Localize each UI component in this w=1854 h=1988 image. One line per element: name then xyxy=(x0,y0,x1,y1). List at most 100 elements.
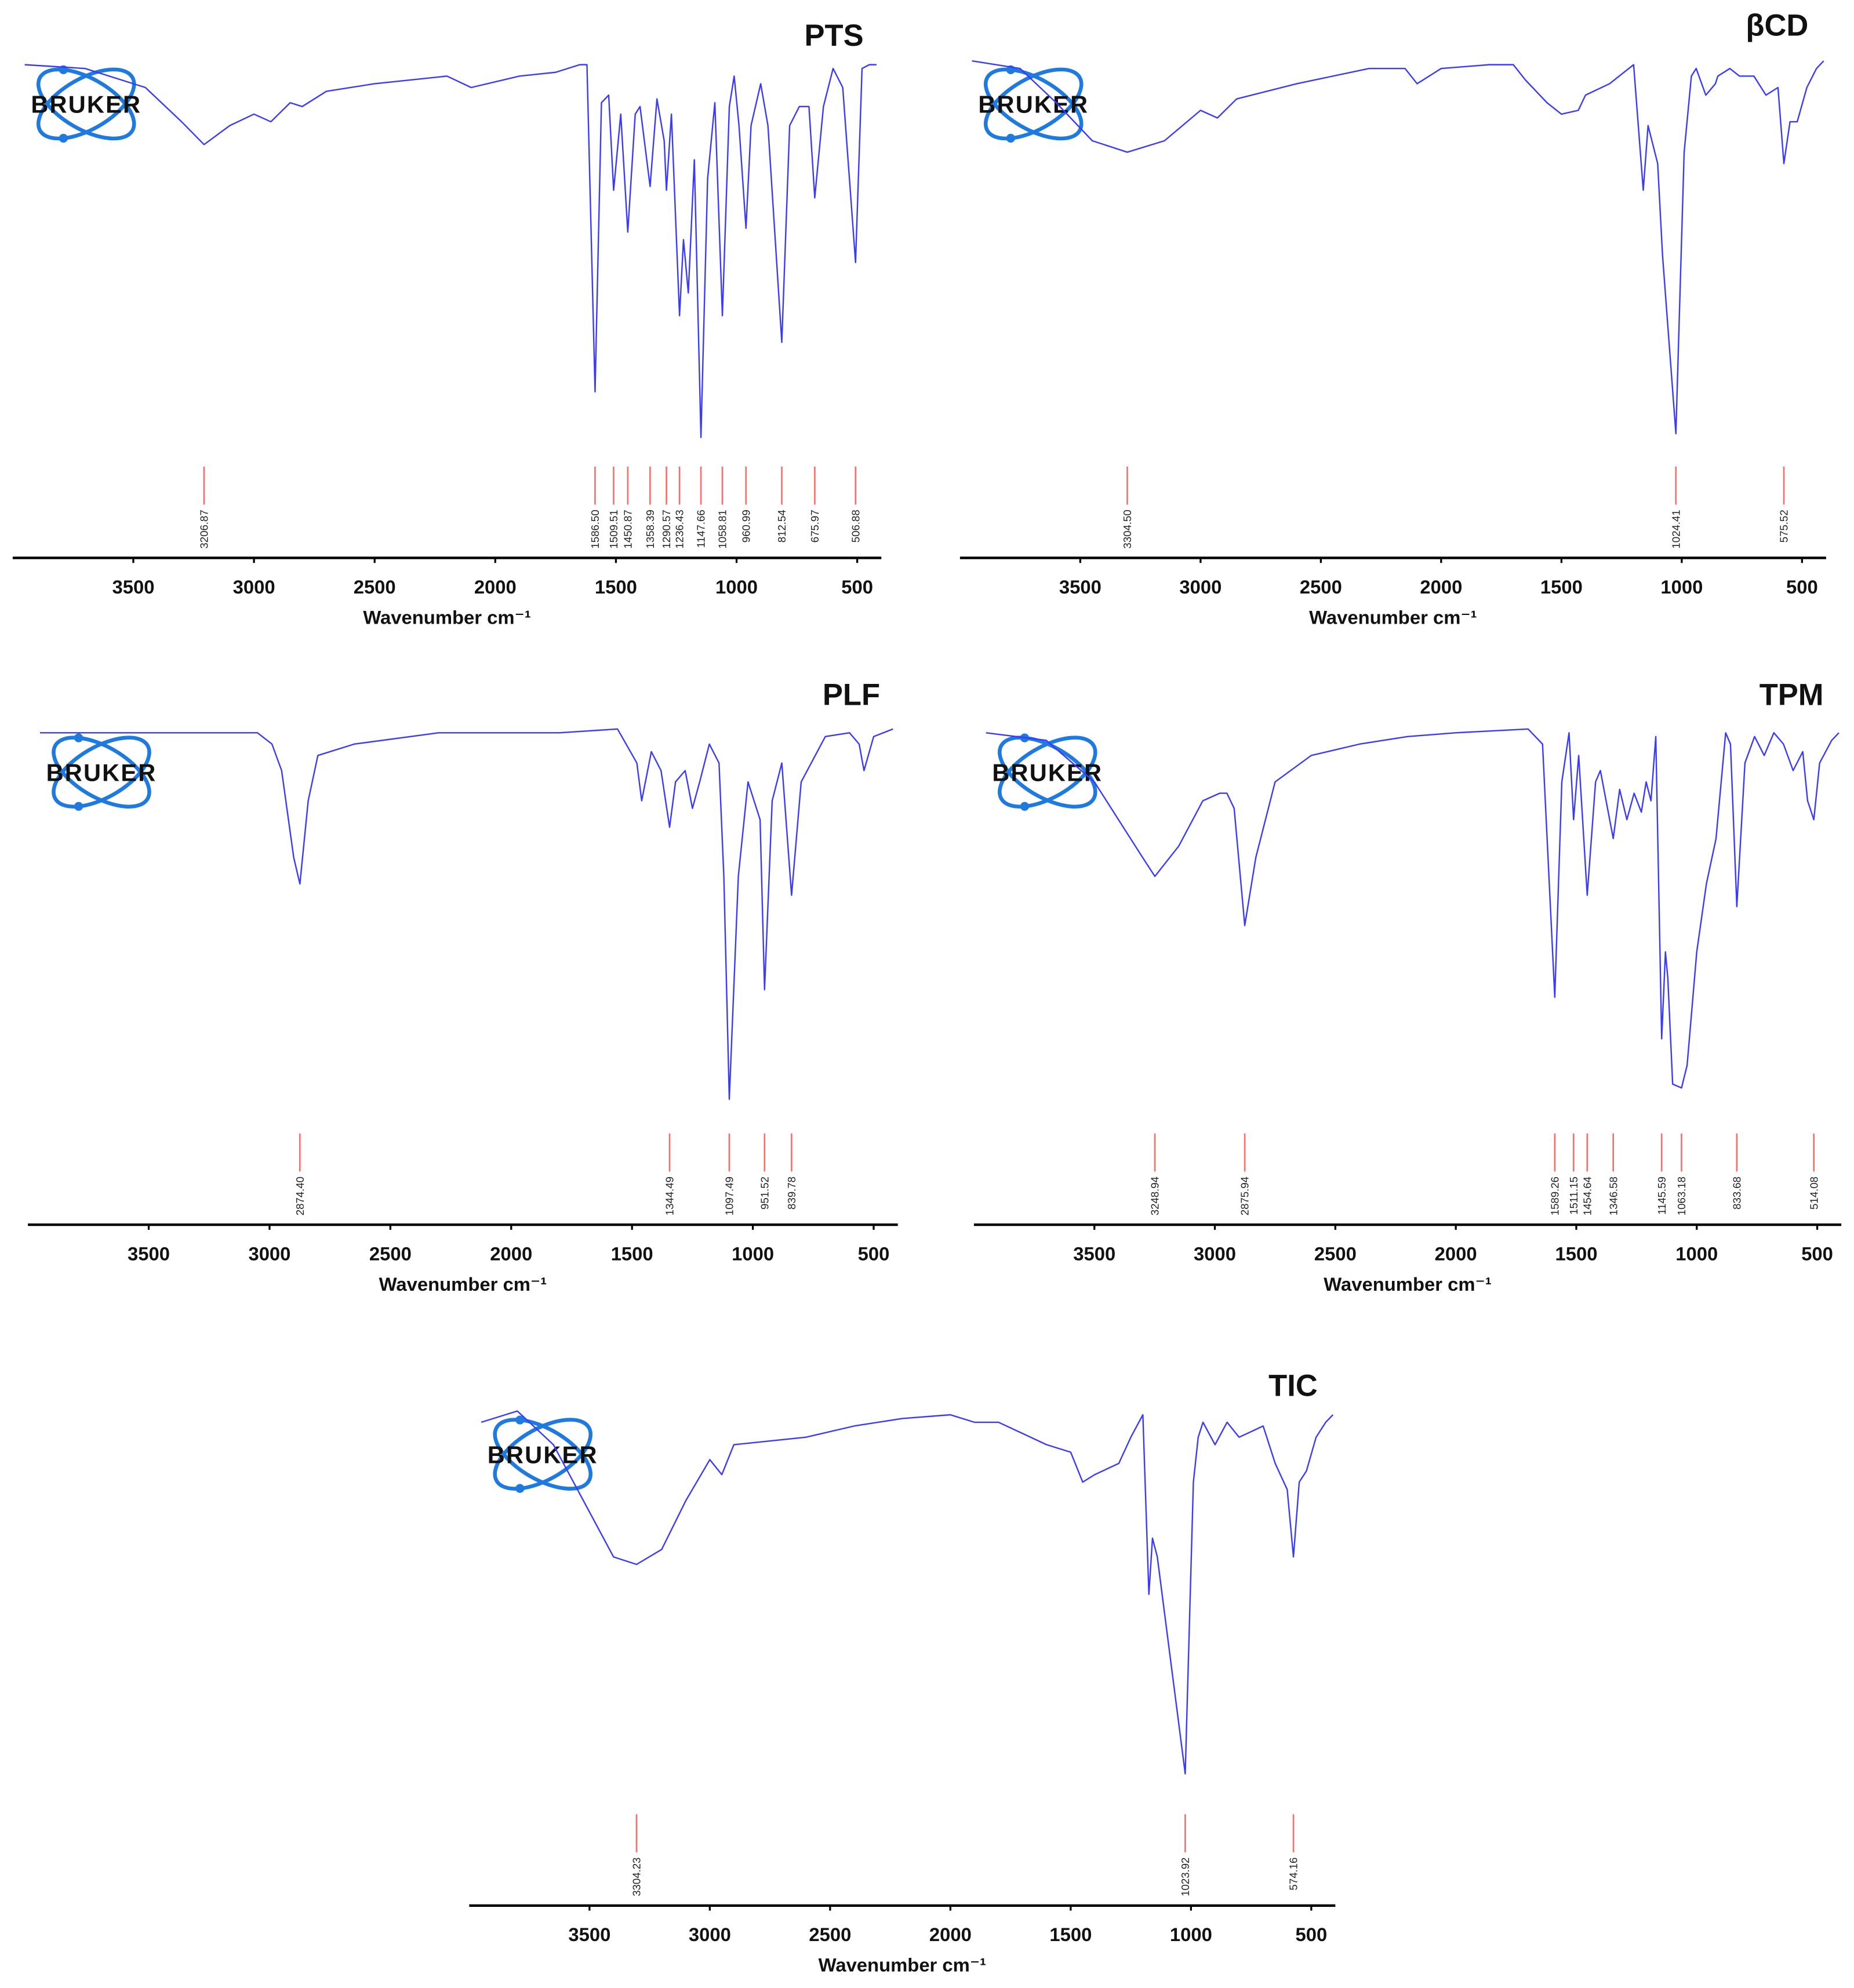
x-axis-label: Wavenumber cm⁻¹ xyxy=(819,1954,986,1975)
chart-title: PLF xyxy=(823,678,880,712)
spectrum-line xyxy=(481,1410,1334,1775)
peak-label: 575.52 xyxy=(1778,509,1790,542)
x-tick-label: 2000 xyxy=(474,576,517,598)
logo-ring xyxy=(52,736,151,809)
logo-ring xyxy=(36,67,136,141)
spectrum-panel: BRUKER TPM 3248.94 2875.94 1589.26 1511.15 145… xyxy=(973,678,1842,1295)
x-tick-label: 2500 xyxy=(369,1243,412,1264)
logo-dot xyxy=(1020,802,1030,811)
x-tick-label: 1000 xyxy=(715,576,758,598)
peak-label: 1236.43 xyxy=(674,509,686,548)
x-tick-label: 500 xyxy=(1801,1243,1833,1264)
logo-dot xyxy=(1006,133,1016,143)
x-tick-label: 500 xyxy=(858,1243,890,1264)
logo-dot xyxy=(74,733,83,742)
x-tick-label: 1500 xyxy=(1555,1243,1597,1264)
x-tick-label: 2500 xyxy=(354,576,396,598)
peak-label: 675.97 xyxy=(809,509,821,542)
x-tick-label: 2000 xyxy=(490,1243,532,1264)
x-axis-label: Wavenumber cm⁻¹ xyxy=(379,1273,547,1295)
spectrum-panel: BRUKER PTS 3206.87 1586.50 1509.51 1450.87 135… xyxy=(12,19,882,628)
spectrum-panel: BRUKER PLF 2874.40 1344.49 1097.49 951.52 839.… xyxy=(28,678,898,1295)
spectrum-line xyxy=(24,64,877,438)
logo-dot xyxy=(515,1484,525,1493)
logo-ring xyxy=(998,736,1097,809)
peak-label: 960.99 xyxy=(740,509,752,542)
chart-title: βCD xyxy=(1746,8,1808,42)
logo-text: BRUKER xyxy=(992,759,1103,787)
spectrum-line xyxy=(972,60,1824,435)
x-tick-label: 3500 xyxy=(568,1924,610,1945)
peak-label: 951.52 xyxy=(758,1177,770,1210)
peak-label: 2875.94 xyxy=(1239,1177,1251,1215)
x-tick-label: 2000 xyxy=(1435,1243,1477,1264)
peak-label: 574.16 xyxy=(1288,1858,1300,1891)
peak-label: 1147.66 xyxy=(695,509,707,548)
peak-label: 1058.81 xyxy=(717,509,729,548)
logo-text: BRUKER xyxy=(46,759,157,787)
peak-label: 1063.18 xyxy=(1675,1177,1688,1215)
peak-label: 3304.23 xyxy=(631,1858,643,1896)
peak-label: 833.68 xyxy=(1731,1177,1743,1210)
chart-title: TIC xyxy=(1268,1368,1318,1403)
x-tick-label: 3000 xyxy=(689,1924,731,1945)
x-tick-label: 3000 xyxy=(233,576,275,598)
logo-text: BRUKER xyxy=(488,1441,598,1468)
logo-ring xyxy=(36,67,136,141)
logo-dot xyxy=(74,802,83,811)
peak-label: 1586.50 xyxy=(589,509,601,548)
x-tick-label: 3000 xyxy=(248,1243,290,1264)
x-tick-label: 1000 xyxy=(1660,576,1703,598)
x-tick-label: 3500 xyxy=(1073,1243,1115,1264)
peak-label: 1024.41 xyxy=(1670,509,1682,548)
peak-label: 1023.92 xyxy=(1179,1858,1191,1896)
peak-label: 3206.87 xyxy=(198,509,210,548)
spectrum-line xyxy=(39,728,893,1100)
logo-ring xyxy=(493,1418,593,1491)
x-axis-label: Wavenumber cm⁻¹ xyxy=(1309,606,1477,628)
spectrum-line xyxy=(986,728,1840,1089)
x-tick-label: 1000 xyxy=(1170,1924,1212,1945)
peak-label: 1589.26 xyxy=(1548,1177,1561,1215)
spectrum-panel: BRUKER TIC 3304.23 1023.92 574.16 3500 3000 250… xyxy=(469,1368,1336,1975)
peak-label: 3304.50 xyxy=(1121,509,1133,548)
peak-label: 1145.59 xyxy=(1656,1177,1668,1215)
x-tick-label: 1500 xyxy=(1540,576,1583,598)
spectrum-panel: BRUKER βCD 3304.50 1024.41 575.52 3500 3000 250… xyxy=(959,8,1826,628)
logo-ring xyxy=(493,1418,593,1491)
logo-ring xyxy=(998,736,1097,809)
peak-label: 506.88 xyxy=(849,509,861,542)
x-axis-label: Wavenumber cm⁻¹ xyxy=(1324,1273,1491,1295)
logo-text: BRUKER xyxy=(978,91,1089,118)
peak-label: 1450.87 xyxy=(621,509,634,548)
logo-text: BRUKER xyxy=(31,91,141,118)
x-tick-label: 1500 xyxy=(611,1243,653,1264)
x-tick-label: 500 xyxy=(841,576,873,598)
peak-label: 839.78 xyxy=(786,1177,798,1210)
peak-label: 3248.94 xyxy=(1149,1177,1161,1215)
peak-label: 812.54 xyxy=(776,509,788,542)
x-tick-label: 2000 xyxy=(1420,576,1462,598)
peak-label: 1344.49 xyxy=(664,1177,676,1215)
x-tick-label: 1500 xyxy=(595,576,637,598)
x-tick-label: 3000 xyxy=(1179,576,1222,598)
x-tick-label: 1000 xyxy=(1675,1243,1718,1264)
peak-label: 1509.51 xyxy=(608,509,620,548)
x-tick-label: 500 xyxy=(1295,1924,1327,1945)
logo-ring xyxy=(983,67,1084,141)
x-tick-label: 2500 xyxy=(1300,576,1342,598)
x-tick-label: 2500 xyxy=(1314,1243,1357,1264)
logo-ring xyxy=(52,736,151,809)
x-tick-label: 1500 xyxy=(1049,1924,1092,1945)
x-tick-label: 3000 xyxy=(1194,1243,1236,1264)
logo-dot xyxy=(59,133,68,143)
peak-label: 1290.57 xyxy=(660,509,672,548)
peak-label: 1511.15 xyxy=(1568,1177,1580,1215)
x-tick-label: 500 xyxy=(1786,576,1818,598)
logo-dot xyxy=(515,1415,525,1425)
x-tick-label: 2500 xyxy=(809,1924,851,1945)
peak-label: 2874.40 xyxy=(294,1177,306,1215)
x-tick-label: 1000 xyxy=(732,1243,774,1264)
